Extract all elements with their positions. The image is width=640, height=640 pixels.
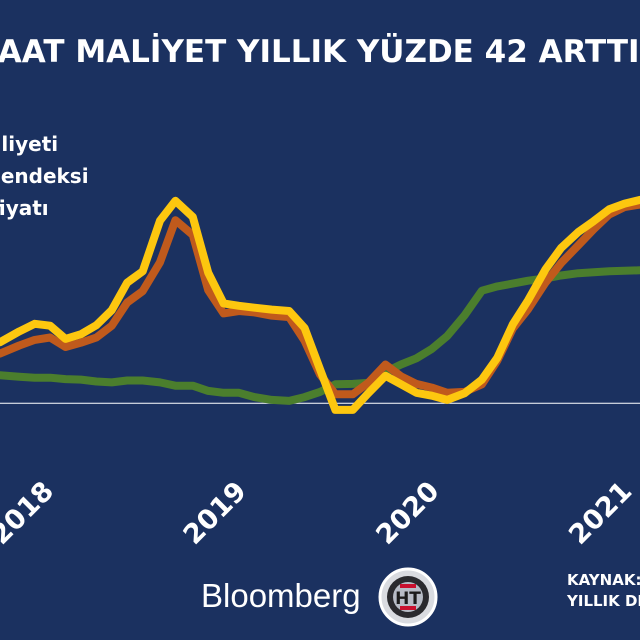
bloomberg-logo: Bloomberg [201, 577, 361, 614]
legend-entry-konut-fiyati: Konut fiyatı [0, 196, 49, 220]
x-tick-label-2018: 2018 [0, 476, 60, 551]
ht-logo: HT [378, 567, 438, 627]
series-line-konut-fiyati [0, 266, 640, 405]
legend-entry-malzeme-endeksi: Malzeme endeksi [0, 164, 89, 188]
source-unit-label: YILLIK DEĞİŞİM % [566, 591, 640, 610]
ht-logo-text: HT [395, 589, 421, 609]
legend-entry-insaat-maliyeti: İnşaat maliyeti [0, 132, 58, 156]
x-tick-label-2020: 2020 [370, 476, 445, 551]
source-label: KAYNAK: TÜİK [567, 570, 640, 589]
x-tick-label-2021: 2021 [563, 476, 638, 551]
series-line-malzeme-endeksi [0, 195, 640, 414]
x-tick-label-2019: 2019 [178, 476, 253, 551]
chart-title: İNŞAAT MALİYET YILLIK YÜZDE 42 ARTTI [0, 33, 640, 70]
